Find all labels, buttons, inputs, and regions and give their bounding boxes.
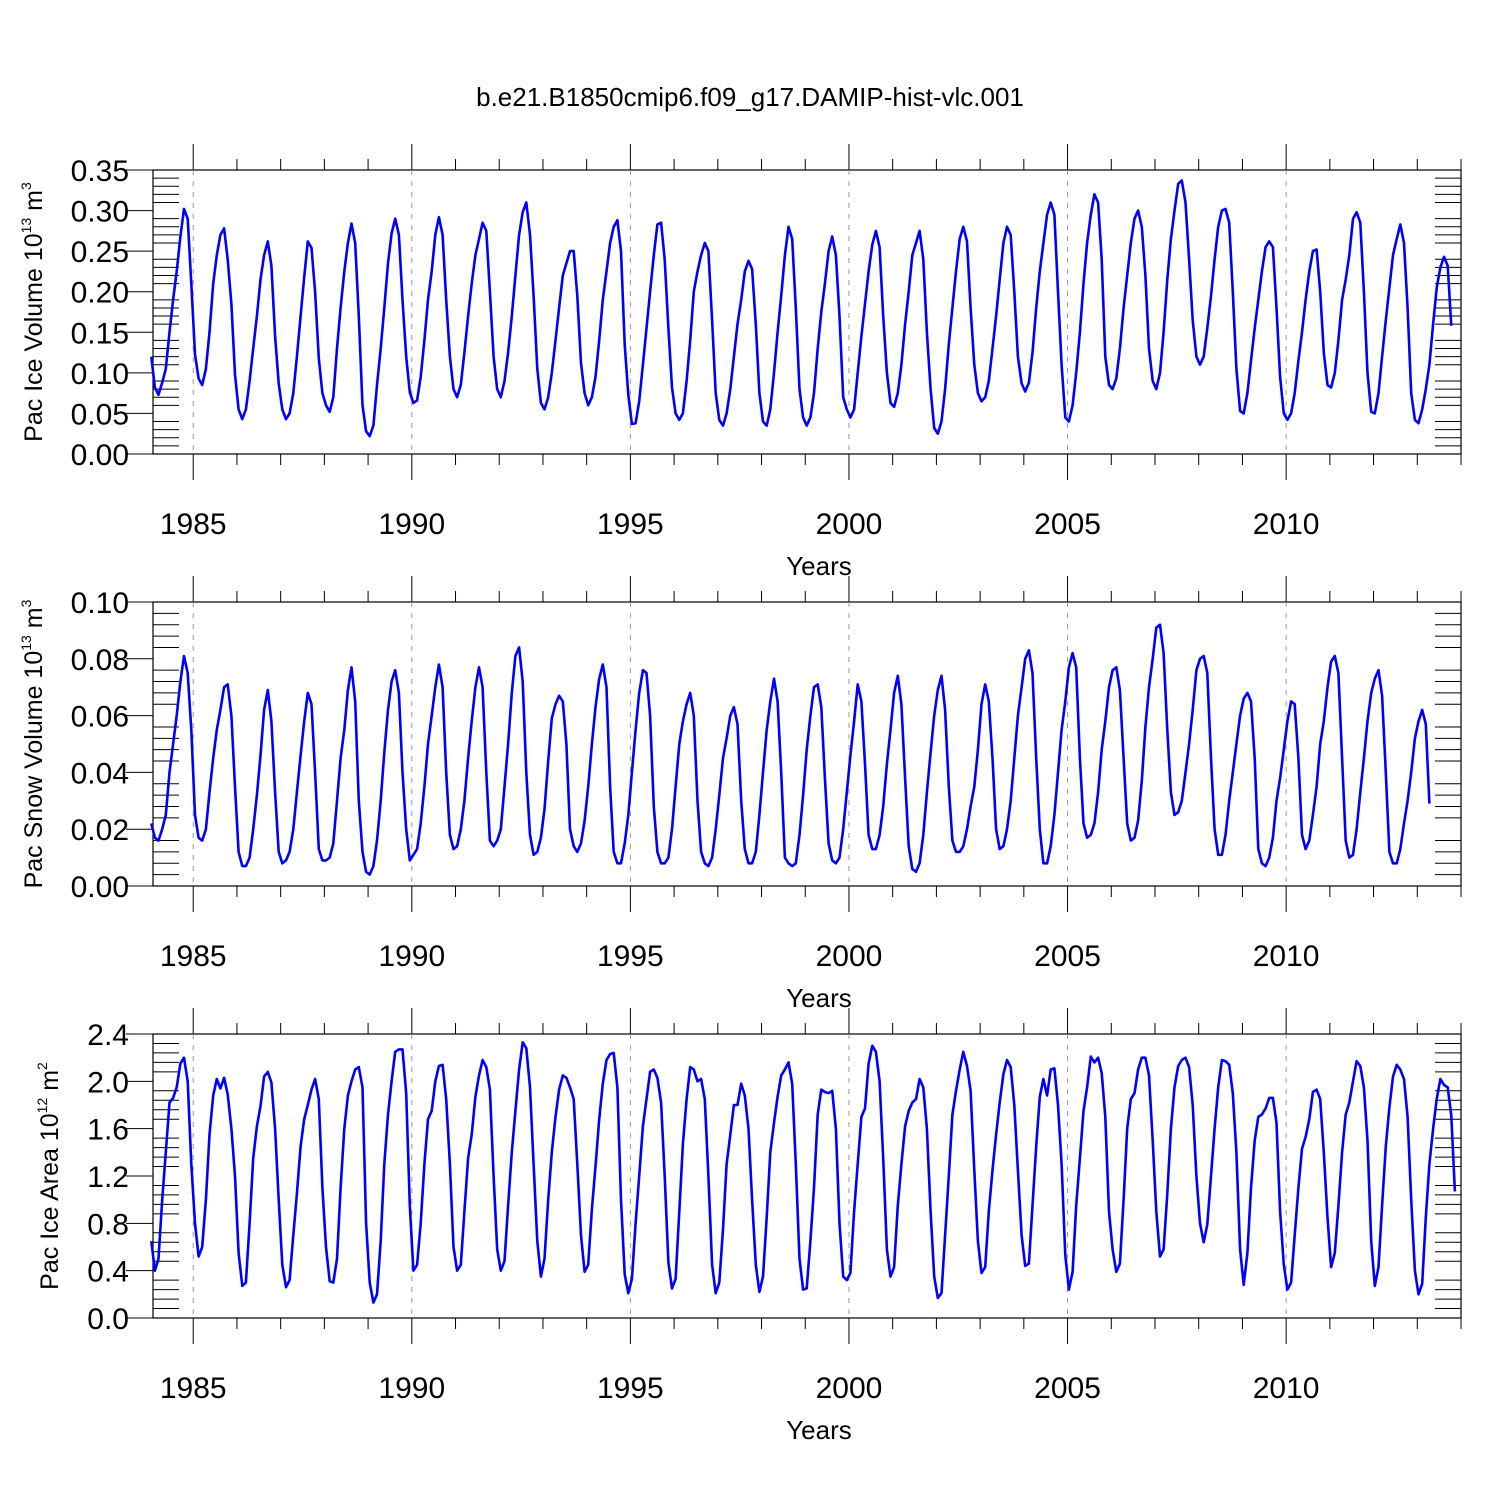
figure-title: b.e21.B1850cmip6.f09_g17.DAMIP-hist-vlc.… <box>476 82 1024 112</box>
x-tick-label: 1995 <box>597 1372 664 1405</box>
x-tick-label: 1990 <box>378 940 445 973</box>
x-tick-label: 1985 <box>160 1372 227 1405</box>
y-axis-label-part: Pac Ice Area 10 <box>36 1113 64 1290</box>
y-tick-label: 0.35 <box>71 155 129 188</box>
y-tick-label: 0.4 <box>87 1256 129 1289</box>
y-axis-label-part: Pac Snow Volume 10 <box>20 651 48 889</box>
y-tick-label: 1.2 <box>87 1161 129 1194</box>
x-tick-label: 1985 <box>160 940 227 973</box>
y-tick-label: 0.02 <box>71 814 129 847</box>
plot-frame <box>152 169 1462 455</box>
x-tick-label: 1985 <box>160 508 227 541</box>
x-tick-label: 2010 <box>1253 508 1320 541</box>
panel-snow-volume: 1985 1990 1995 2000 2005 2010 0.00 0.02 0.04 0.06… <box>18 576 1462 1013</box>
y-tick-label: 0.00 <box>71 871 129 904</box>
plot-frame <box>152 601 1462 887</box>
y-axis-label-part: 13 <box>18 218 34 234</box>
y-axis-label-part: m <box>20 190 48 218</box>
y-axis-label-part: 13 <box>18 635 34 651</box>
x-tick-label: 2000 <box>816 1372 883 1405</box>
x-axis-label: Years <box>786 983 852 1013</box>
y-axis-label-part: m <box>36 1070 64 1098</box>
x-tick-label: 1995 <box>597 508 664 541</box>
y-tick-label: 2.0 <box>87 1066 129 1099</box>
x-tick-label: 1995 <box>597 940 664 973</box>
x-tick-label: 2005 <box>1034 1372 1101 1405</box>
y-axis-label: Pac Ice Area 1012 m2 <box>34 1062 64 1290</box>
y-tick-label: 0.05 <box>71 398 129 431</box>
x-tick-label: 2005 <box>1034 508 1101 541</box>
y-axis-label-part: Pac Ice Volume 10 <box>20 233 48 441</box>
series-line-ice-volume <box>150 179 1453 438</box>
y-axis-label: Pac Ice Volume 1013 m3 <box>18 182 48 442</box>
x-axis-label: Years <box>786 551 852 581</box>
y-axis-label-part: m <box>20 607 48 635</box>
series-line-snow-volume <box>150 623 1431 876</box>
y-tick-label: 0.10 <box>71 587 129 620</box>
y-tick-label: 0.0 <box>87 1303 129 1336</box>
y-tick-label: 0.00 <box>71 439 129 472</box>
x-tick-label: 1990 <box>378 508 445 541</box>
y-tick-label: 0.30 <box>71 196 129 229</box>
y-tick-label: 0.08 <box>71 644 129 677</box>
panels: 1985 1990 1995 2000 2005 2010 0.00 0.05 0.10 0.15… <box>18 144 1462 1445</box>
y-tick-label: 0.06 <box>71 701 129 734</box>
x-tick-label: 2010 <box>1253 940 1320 973</box>
y-axis-label: Pac Snow Volume 1013 m3 <box>18 599 48 888</box>
series-line-ice-area <box>150 1041 1457 1304</box>
x-tick-label: 2010 <box>1253 1372 1320 1405</box>
y-tick-label: 0.10 <box>71 358 129 391</box>
y-axis-label-part: 2 <box>34 1062 50 1070</box>
x-tick-label: 1990 <box>378 1372 445 1405</box>
y-tick-label: 0.15 <box>71 317 129 350</box>
x-tick-label: 2005 <box>1034 940 1101 973</box>
y-tick-label: 1.6 <box>87 1114 129 1147</box>
x-axis-label: Years <box>786 1415 852 1445</box>
y-tick-label: 0.25 <box>71 236 129 269</box>
x-tick-label: 2000 <box>816 940 883 973</box>
y-axis-label-part: 12 <box>34 1098 50 1114</box>
x-tick-label: 2000 <box>816 508 883 541</box>
y-tick-label: 2.4 <box>87 1019 129 1052</box>
y-tick-label: 0.04 <box>71 757 129 790</box>
y-axis-label-part: 3 <box>18 182 34 190</box>
panel-ice-volume: 1985 1990 1995 2000 2005 2010 0.00 0.05 0.10 0.15… <box>18 144 1462 581</box>
panel-ice-area: 1985 1990 1995 2000 2005 2010 0.0 0.4 0.8 1.2 1.6 2… <box>34 1008 1462 1445</box>
y-tick-label: 0.8 <box>87 1208 129 1241</box>
y-tick-label: 0.20 <box>71 277 129 310</box>
y-axis-label-part: 3 <box>18 599 34 607</box>
